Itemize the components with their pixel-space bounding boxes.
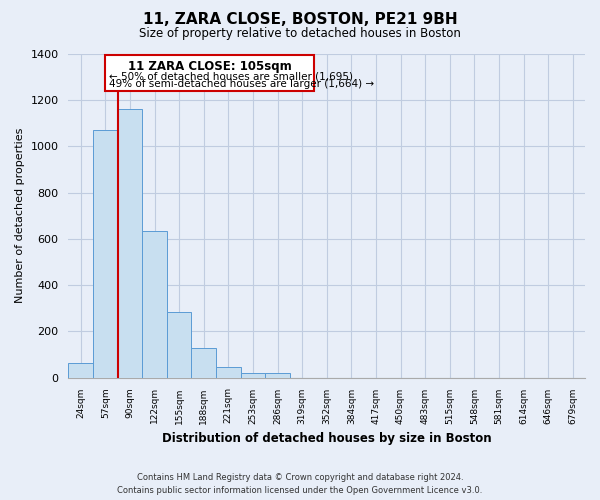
- Bar: [118, 110, 142, 378]
- Bar: [191, 348, 216, 378]
- Bar: [93, 130, 118, 378]
- Text: 11, ZARA CLOSE, BOSTON, PE21 9BH: 11, ZARA CLOSE, BOSTON, PE21 9BH: [143, 12, 457, 28]
- Text: 11 ZARA CLOSE: 105sqm: 11 ZARA CLOSE: 105sqm: [128, 60, 292, 73]
- Bar: [241, 373, 265, 378]
- Text: ← 50% of detached houses are smaller (1,695): ← 50% of detached houses are smaller (1,…: [109, 72, 353, 82]
- Bar: [265, 374, 290, 378]
- Bar: [216, 366, 241, 378]
- Text: Size of property relative to detached houses in Boston: Size of property relative to detached ho…: [139, 28, 461, 40]
- Text: Contains HM Land Registry data © Crown copyright and database right 2024.
Contai: Contains HM Land Registry data © Crown c…: [118, 473, 482, 495]
- Bar: [142, 231, 167, 378]
- X-axis label: Distribution of detached houses by size in Boston: Distribution of detached houses by size …: [162, 432, 491, 445]
- Bar: [167, 312, 191, 378]
- Y-axis label: Number of detached properties: Number of detached properties: [15, 128, 25, 304]
- Text: 49% of semi-detached houses are larger (1,664) →: 49% of semi-detached houses are larger (…: [109, 80, 374, 90]
- Bar: [68, 362, 93, 378]
- FancyBboxPatch shape: [106, 55, 314, 91]
